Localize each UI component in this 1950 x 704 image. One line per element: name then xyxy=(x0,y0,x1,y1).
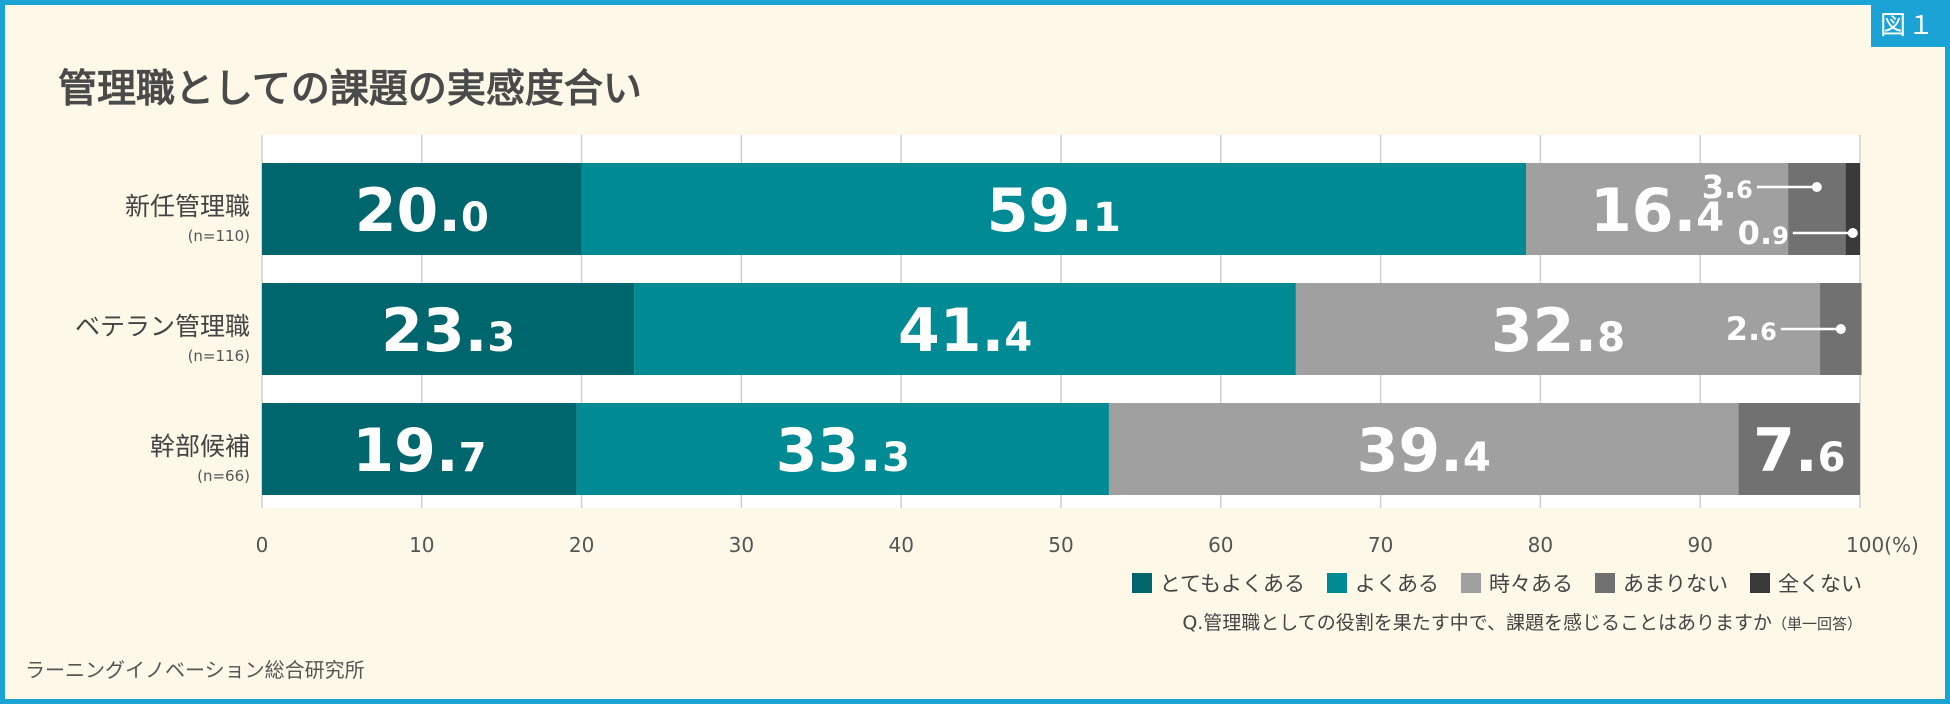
category-n-label: (n=110) xyxy=(188,227,250,245)
x-tick-label: 10 xyxy=(409,533,434,557)
bar-segment xyxy=(576,403,1109,495)
legend-label-never: 全くない xyxy=(1778,572,1862,596)
survey-question-text: Q.管理職としての役割を果たす中で、課題を感じることはありますか xyxy=(1182,612,1772,634)
legend-item-often: よくある xyxy=(1327,568,1439,598)
bar-segment xyxy=(1526,163,1789,255)
data-label: 16.4 xyxy=(1590,176,1724,246)
legend-item-very-often: とてもよくある xyxy=(1131,568,1305,598)
data-label: 33.3 xyxy=(776,416,910,486)
figure-badge: 図１ xyxy=(1871,5,1945,47)
legend-swatch-never xyxy=(1750,573,1770,593)
x-tick-label: 80 xyxy=(1528,533,1553,557)
x-tick-label: 50 xyxy=(1048,533,1073,557)
x-tick-label: 0 xyxy=(256,533,269,557)
bar-segment xyxy=(1295,283,1821,375)
legend-label-sometimes: 時々ある xyxy=(1489,572,1573,596)
category-label: 幹部候補 xyxy=(150,432,250,461)
data-label: 59.1 xyxy=(987,176,1121,246)
survey-question-note: （単一回答） xyxy=(1771,615,1862,633)
legend-item-sometimes: 時々ある xyxy=(1461,568,1573,598)
data-label: 32.8 xyxy=(1491,296,1625,366)
legend-label-very-often: とてもよくある xyxy=(1159,572,1305,596)
legend-item-rarely: あまりない xyxy=(1595,568,1728,598)
legend-swatch-often xyxy=(1327,573,1347,593)
callout-dot xyxy=(1847,228,1858,238)
data-label: 20.0 xyxy=(355,176,489,246)
legend-item-never: 全くない xyxy=(1750,568,1862,598)
callout-dot xyxy=(1835,324,1846,334)
x-tick-label: 60 xyxy=(1208,533,1233,557)
data-label: 39.4 xyxy=(1357,416,1491,486)
data-label: 41.4 xyxy=(898,296,1032,366)
bar-segment xyxy=(634,283,1296,375)
bar-segment xyxy=(1738,403,1860,495)
x-tick-label: 40 xyxy=(888,533,913,557)
bar-segment xyxy=(1845,163,1860,255)
source-credit: ラーニングイノベーション総合研究所 xyxy=(25,658,365,682)
x-tick-label: 30 xyxy=(729,533,754,557)
bar-segment xyxy=(262,163,582,255)
legend-swatch-sometimes xyxy=(1461,573,1481,593)
category-label: 新任管理職 xyxy=(125,192,250,221)
category-label: ベテラン管理職 xyxy=(75,312,250,341)
bar-segment xyxy=(1788,163,1846,255)
category-n-label: (n=66) xyxy=(197,467,250,485)
data-label: 2.6 xyxy=(1726,310,1777,348)
data-label: 7.6 xyxy=(1753,416,1845,486)
survey-question: Q.管理職としての役割を果たす中で、課題を感じることはありますか（単一回答） xyxy=(1182,608,1862,635)
x-tick-label: 70 xyxy=(1368,533,1393,557)
chart-title: 管理職としての課題の実感度合い xyxy=(58,67,642,112)
legend-swatch-very-often xyxy=(1131,573,1152,593)
legend-label-often: よくある xyxy=(1355,572,1439,596)
x-tick-label: 90 xyxy=(1687,533,1712,557)
data-label: 3.6 xyxy=(1702,168,1753,206)
data-label: 19.7 xyxy=(352,416,486,486)
bar-segment xyxy=(1108,403,1739,495)
x-tick-label: 20 xyxy=(569,533,594,557)
bar-segment xyxy=(262,403,577,495)
legend-label-rarely: あまりない xyxy=(1623,572,1728,596)
legend: とてもよくある よくある 時々ある あまりない 全くない xyxy=(1131,568,1862,598)
data-label: 23.3 xyxy=(381,296,515,366)
bar-segment xyxy=(581,163,1527,255)
x-tick-label: 100(%) xyxy=(1846,533,1919,557)
category-n-label: (n=116) xyxy=(188,347,250,365)
bar-segment xyxy=(262,283,635,375)
data-label: 0.9 xyxy=(1738,214,1789,252)
callout-dot xyxy=(1811,182,1822,192)
legend-swatch-rarely xyxy=(1595,573,1615,593)
